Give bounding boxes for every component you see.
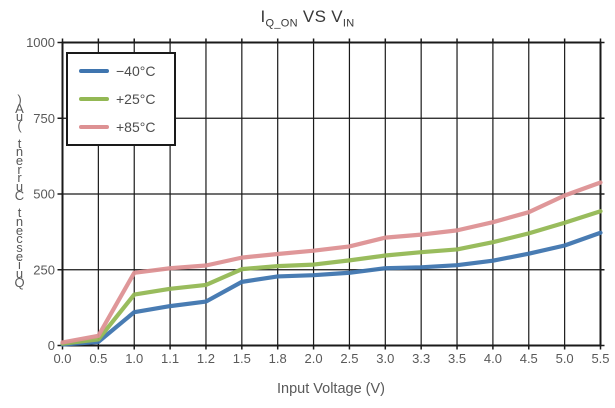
- legend-label: −40°C: [116, 63, 156, 79]
- title-vs: VS: [297, 7, 332, 26]
- series-line-2: [60, 180, 603, 345]
- x-tick-label: 5.0: [556, 351, 574, 366]
- x-axis-label: Input Voltage (V): [276, 381, 385, 397]
- x-tick-label: 1.0: [125, 351, 143, 366]
- series-line-1: [60, 209, 603, 346]
- x-tick-label: 1.5: [233, 351, 251, 366]
- x-tick-label: 0.0: [53, 351, 71, 366]
- chart-title: IQ_ON VS VIN: [0, 7, 615, 30]
- y-tick-label: 0: [48, 338, 55, 353]
- legend-entry-1: +25°C: [79, 86, 174, 112]
- legend-label: +85°C: [116, 119, 156, 135]
- title-subscript-qon: Q_ON: [265, 17, 298, 30]
- plot-frame: [61, 41, 602, 347]
- x-tick-label: 4.5: [520, 351, 538, 366]
- x-tick-label: 2.0: [305, 351, 323, 366]
- legend-entry-2: +85°C: [79, 114, 174, 140]
- y-tick-label: 750: [33, 111, 55, 126]
- x-tick-label: 2.5: [340, 351, 358, 366]
- y-tick-label: 250: [33, 262, 55, 277]
- legend-swatch-icon: [79, 124, 109, 130]
- y-axis-label: ) A u ( t n e r r u C t n e c s e i u Q: [14, 92, 25, 290]
- title-symbol-iq: IQ_ON: [260, 7, 298, 30]
- series-line-0: [60, 230, 603, 347]
- x-tick-label: 1.1: [161, 351, 179, 366]
- x-tick-label: 3.5: [448, 351, 466, 366]
- title-subscript-in: IN: [342, 17, 355, 30]
- x-tick-label: 1.2: [197, 351, 215, 366]
- x-tick-label: 3.0: [376, 351, 394, 366]
- x-tick-label: 0.5: [89, 351, 107, 366]
- legend-swatch-icon: [79, 96, 109, 102]
- legend-entry-0: −40°C: [79, 58, 174, 84]
- x-tick-label: 4.0: [484, 351, 502, 366]
- x-tick-label: 3.3: [412, 351, 430, 366]
- legend-swatch-icon: [79, 68, 109, 74]
- legend-label: +25°C: [116, 91, 156, 107]
- x-tick-label: 5.5: [591, 351, 609, 366]
- x-tick-label: 1.8: [269, 351, 287, 366]
- title-symbol-vin: VIN: [331, 7, 355, 30]
- y-tick-label: 500: [33, 187, 55, 202]
- legend-box: −40°C +25°C +85°C: [66, 52, 176, 146]
- y-tick-label: 1000: [26, 35, 55, 50]
